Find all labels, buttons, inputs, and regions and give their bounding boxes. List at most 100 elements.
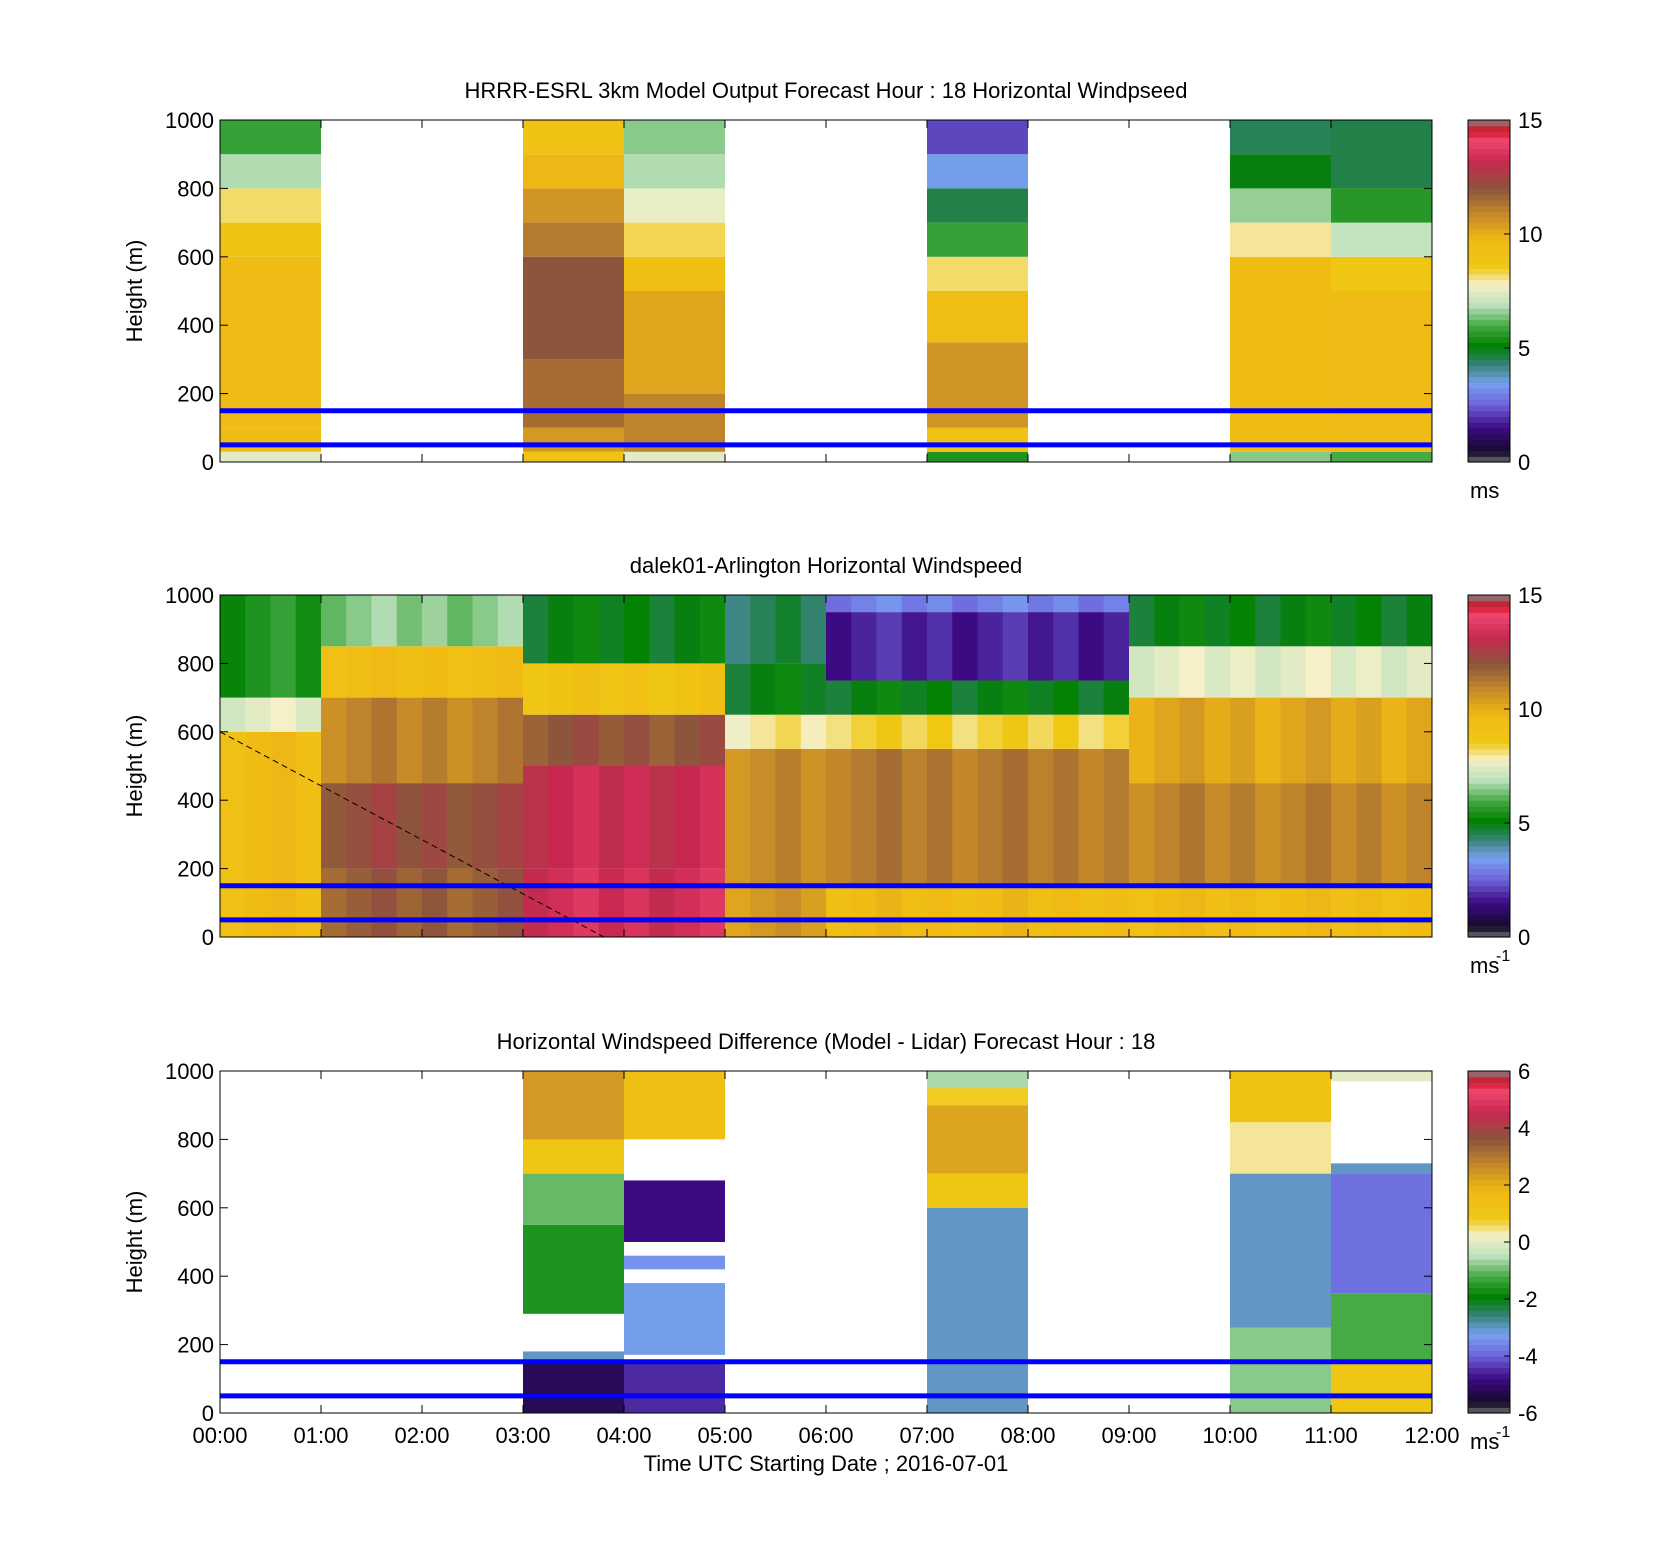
colorbar-segment [1468, 1356, 1510, 1363]
colorbar-segment [1468, 703, 1510, 710]
heat-cell [977, 612, 1004, 681]
colorbar-segment [1468, 433, 1510, 440]
colorbar-tick-label: -2 [1518, 1287, 1538, 1312]
heat-cell [927, 120, 1028, 155]
colorbar-segment [1468, 674, 1510, 682]
heat-cell [1230, 1173, 1331, 1328]
heat-cell [1154, 646, 1180, 698]
colorbar-segment [1468, 595, 1510, 602]
heat-cell [447, 646, 473, 698]
colorbar-tick-label: 2 [1518, 1173, 1530, 1198]
heat-cell [1230, 697, 1256, 784]
heat-cell [1280, 783, 1307, 886]
x-tick-label: 09:00 [1101, 1423, 1156, 1448]
heat-cell [876, 714, 903, 749]
heat-cell [1179, 885, 1206, 937]
colorbar-segment [1468, 330, 1510, 338]
colorbar-segment [1468, 325, 1510, 332]
heat-cell [523, 1071, 624, 1140]
colorbar-segment [1468, 691, 1510, 699]
heat-cell [674, 595, 701, 664]
colorbar-unit: ms [1470, 1429, 1499, 1454]
heat-cell [472, 646, 499, 698]
y-tick-label: 0 [202, 925, 214, 950]
y-tick-label: 800 [177, 1127, 214, 1152]
colorbar-segment [1468, 182, 1510, 189]
colorbar-segment [1468, 353, 1510, 360]
heat-cell [472, 697, 499, 784]
heat-cell [699, 595, 726, 664]
heat-cell [371, 646, 398, 698]
heat-cell [1280, 646, 1307, 698]
heat-cell [523, 451, 624, 462]
heat-cell [598, 663, 625, 715]
colorbar-segment [1468, 720, 1510, 727]
dashed-line [219, 731, 605, 938]
colorbar-segment [1468, 205, 1510, 212]
heat-cell [674, 868, 701, 937]
colorbar-segment [1468, 234, 1510, 241]
heat-cell [1331, 291, 1432, 452]
heat-cell [750, 748, 776, 886]
colorbar-frame [1467, 119, 1511, 463]
colorbar-segment [1468, 1407, 1510, 1414]
heat-cell [624, 451, 725, 462]
colorbar-segment [1468, 279, 1510, 286]
heat-cell [1331, 646, 1357, 698]
colorbar-segment [1468, 1395, 1510, 1403]
heat-cell [245, 697, 271, 732]
heat-cell [1406, 885, 1433, 937]
heat-cell [220, 120, 321, 155]
heat-cell [1406, 646, 1433, 698]
colorbar-segment [1468, 771, 1510, 778]
colorbar-segment [1468, 1293, 1510, 1300]
heat-cell [649, 714, 675, 766]
heat-cell [1255, 783, 1281, 886]
colorbar-segment [1468, 370, 1510, 378]
y-tick-label: 800 [177, 176, 214, 201]
heat-cell [927, 291, 1028, 343]
colorbar-segment [1468, 908, 1510, 915]
colorbar-segment [1468, 239, 1510, 246]
heat-cell [1053, 680, 1079, 715]
colorbar-segment [1468, 410, 1510, 417]
heat-cell [1406, 697, 1433, 784]
heat-cell [1230, 1122, 1331, 1174]
heat-cell [1280, 885, 1307, 937]
heat-cell [1028, 612, 1054, 681]
heat-cell [523, 427, 624, 452]
heat-cell [523, 766, 549, 869]
colorbar-segment [1468, 606, 1510, 613]
heat-cell [1053, 595, 1079, 613]
y-tick-label: 1000 [165, 108, 214, 133]
colorbar-segment [1468, 731, 1510, 739]
heat-cell [1356, 885, 1382, 937]
heat-cell [977, 748, 1004, 886]
heat-cell [1331, 1293, 1432, 1362]
colorbar-segment [1468, 273, 1510, 281]
heat-cell [1129, 595, 1155, 647]
colorbar-segment [1468, 222, 1510, 229]
heat-cell [927, 748, 953, 886]
colorbar-segment [1468, 868, 1510, 875]
heat-cell [624, 868, 650, 937]
heat-cell [346, 697, 372, 784]
colorbar-segment [1468, 686, 1510, 693]
heat-cell [851, 885, 877, 937]
heat-cell [649, 595, 675, 664]
colorbar-segment [1468, 376, 1510, 383]
heat-cell [220, 697, 246, 732]
colorbar-segment [1468, 634, 1510, 642]
heat-cell [220, 595, 246, 698]
heat-cell [548, 868, 574, 937]
heat-cell [624, 714, 650, 766]
heat-cell [1356, 697, 1382, 784]
colorbar-tick-label: 15 [1518, 108, 1542, 133]
colorbar-segment [1468, 834, 1510, 841]
heat-cell [1053, 748, 1079, 886]
colorbar-segment [1468, 617, 1510, 625]
colorbar-segment [1468, 828, 1510, 835]
heat-cell [649, 663, 675, 715]
heat-cell [624, 766, 650, 869]
